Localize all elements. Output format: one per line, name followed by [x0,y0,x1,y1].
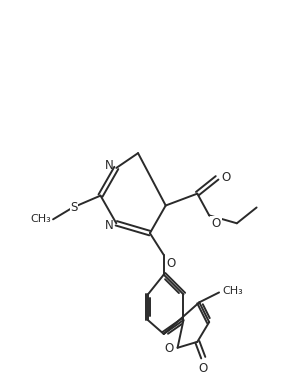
Text: O: O [167,257,176,270]
Text: N: N [105,159,113,173]
Text: S: S [70,201,78,214]
Text: CH₃: CH₃ [222,287,243,296]
Text: O: O [164,342,173,355]
Text: O: O [211,218,220,230]
Text: O: O [221,171,230,184]
Text: O: O [199,362,208,375]
Text: CH₃: CH₃ [30,215,51,224]
Text: N: N [105,219,113,232]
